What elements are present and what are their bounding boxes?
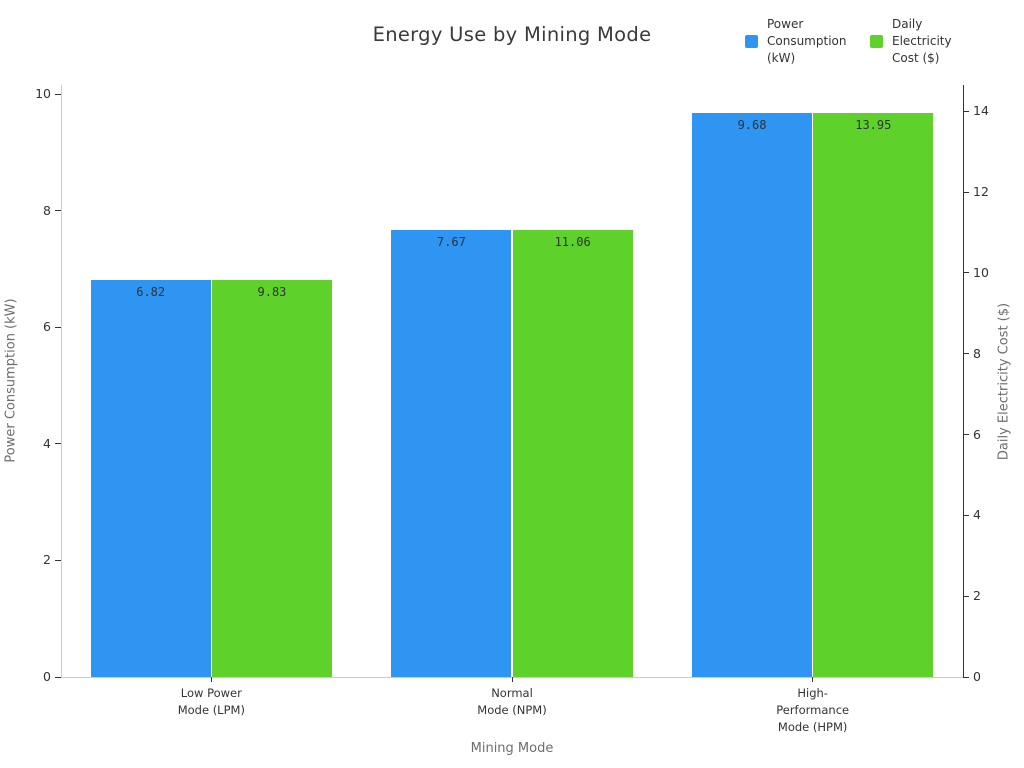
bar: [512, 230, 633, 677]
y-axis-right-tick: [963, 191, 969, 193]
y-axis-left-tick-label: 0: [43, 669, 51, 684]
y-axis-right-spine: [963, 85, 964, 677]
y-axis-right-tick: [963, 595, 969, 597]
bar: [90, 279, 211, 677]
x-axis-tick: [210, 677, 212, 682]
y-axis-right-tick-label: 12: [973, 184, 989, 200]
bar: [691, 112, 813, 677]
y-axis-right-tick-label: 0: [973, 669, 981, 684]
y-axis-right-tick: [963, 353, 969, 355]
legend-label-power: Power Consumption (kW): [767, 17, 847, 65]
y-axis-left-tick: [55, 559, 61, 561]
y-axis-left-spine: [61, 85, 62, 677]
bar-value-label: 9.83: [257, 284, 287, 299]
y-axis-right-tick: [963, 272, 969, 274]
bar-value-label: 9.68: [737, 117, 767, 132]
x-axis-tick: [812, 677, 814, 682]
y-axis-left-tick: [55, 676, 61, 678]
y-axis-left-title: Power Consumption (kW): [3, 298, 19, 463]
x-axis-tick-label: Normal Mode (NPM): [477, 686, 547, 717]
y-axis-right-tick-label: 14: [973, 103, 989, 119]
x-axis-title: Mining Mode: [470, 741, 554, 756]
legend-label-cost: Daily Electricity Cost ($): [892, 17, 952, 65]
x-axis-spine: [61, 677, 964, 678]
y-axis-left-tick: [55, 326, 61, 328]
bar-value-label: 11.06: [554, 235, 591, 250]
bar: [211, 279, 333, 677]
bar-value-label: 13.95: [855, 118, 892, 133]
y-axis-right-tick: [963, 110, 969, 112]
legend-entry-cost: Daily Electricity Cost ($): [870, 16, 952, 67]
y-axis-right-tick-label: 4: [973, 507, 981, 523]
y-axis-left-tick-label: 4: [43, 435, 51, 451]
bar-value-label: 7.67: [436, 235, 466, 250]
bar: [813, 113, 934, 677]
legend-swatch-power-icon: [745, 35, 758, 48]
x-axis-tick: [511, 677, 513, 682]
x-axis-tick-label: Low Power Mode (LPM): [177, 686, 245, 717]
y-axis-left-tick: [55, 443, 61, 445]
y-axis-right-tick: [963, 434, 969, 436]
y-axis-right-title: Daily Electricity Cost ($): [996, 302, 1012, 461]
y-axis-left-tick-label: 6: [43, 319, 51, 335]
y-axis-right-tick-label: 8: [973, 345, 981, 361]
legend-swatch-cost-icon: [870, 35, 883, 48]
y-axis-right-tick-label: 2: [973, 588, 981, 604]
bar-value-label: 6.82: [136, 284, 166, 299]
bar: [391, 230, 512, 677]
y-axis-right-tick-label: 10: [973, 264, 989, 280]
y-axis-left-tick-label: 10: [35, 86, 51, 102]
y-axis-left-tick-label: 2: [43, 552, 51, 568]
y-axis-left-tick-label: 8: [43, 202, 51, 218]
x-axis-tick-label: High- Performance Mode (HPM): [776, 686, 850, 734]
chart-title: Energy Use by Mining Mode: [372, 23, 652, 46]
y-axis-left-tick: [55, 210, 61, 212]
y-axis-left-tick: [55, 93, 61, 95]
y-axis-right-tick: [963, 514, 969, 516]
legend-entry-power: Power Consumption (kW): [745, 16, 846, 67]
y-axis-right-tick: [963, 676, 969, 678]
y-axis-right-tick-label: 6: [973, 426, 981, 442]
